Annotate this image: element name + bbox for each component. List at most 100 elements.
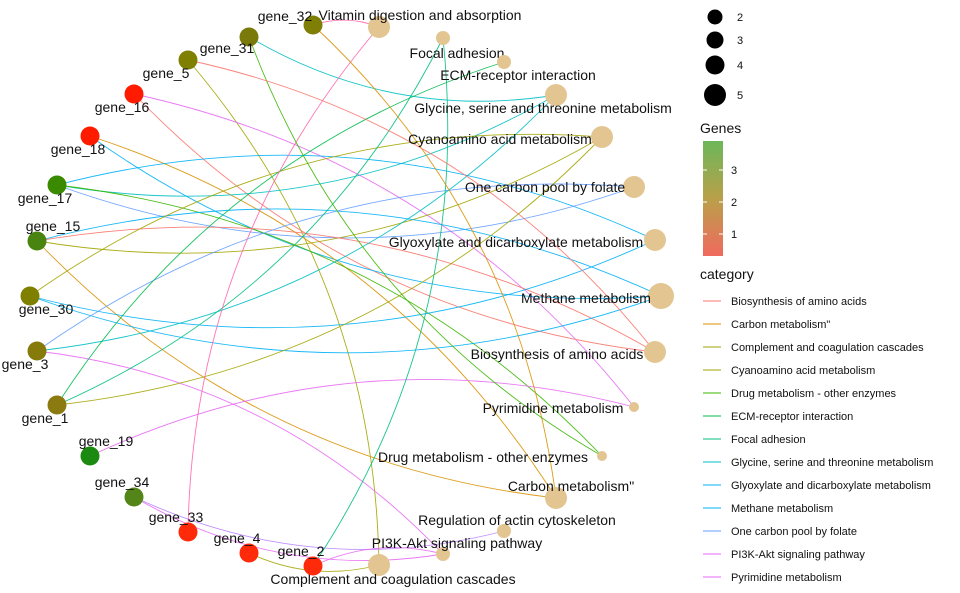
gene-node-gene_5[interactable] [178,50,198,70]
gene-node-gene_2[interactable] [303,556,323,576]
gene-node-gene_15[interactable] [27,231,47,251]
edge-gene_3-gly [36,94,557,352]
edge-gene_18-carb [89,135,557,499]
gene-node-gene_30[interactable] [20,286,40,306]
category-legend-label: Glycine, serine and threonine metabolism [731,457,933,469]
category-label-drug: Drug metabolism - other enzymes [378,449,588,465]
category-legend-label: Pyrimidine metabolism [731,572,842,584]
edge-gene_34-reg [133,496,505,550]
category-node-glyox[interactable] [644,229,666,251]
category-legend-label: Cyanoamino acid metabolism [731,365,875,377]
category-legend-label: Glyoxylate and dicarboxylate metabolism [731,480,931,492]
edge-gene_17-onec [56,184,635,239]
size-legend-dot [707,9,723,25]
edge-gene_17-gly [56,94,557,197]
category-legend-label: One carbon pool by folate [731,526,857,538]
edge-gene_15-bio [36,226,656,353]
edge-gene_2-focal [312,37,449,567]
category-node-pyr[interactable] [629,402,639,412]
gene-node-gene_33[interactable] [178,522,198,542]
gene-label-gene_4: gene_4 [214,530,261,546]
category-label-ecm: ECM-receptor interaction [440,67,596,83]
category-label-carb: Carbon metabolism" [508,478,634,494]
category-label-pi3k: PI3K-Akt signaling pathway [372,535,542,551]
gene-node-gene_16[interactable] [124,84,144,104]
category-node-vit[interactable] [368,16,390,38]
category-node-meth[interactable] [648,283,674,309]
size-legend-value: 2 [737,12,743,24]
edge-gene_15-cyano [36,136,603,254]
category-legend-items: Biosynthesis of amino acids Carbon metabo… [703,296,933,584]
gene-label-gene_5: gene_5 [143,65,190,81]
edge-gene_5-bio [187,59,656,353]
category-node-drug[interactable] [597,451,607,461]
category-legend-label: Biosynthesis of amino acids [731,296,867,308]
category-node-cyano[interactable] [591,126,613,148]
category-node-onec[interactable] [623,176,645,198]
gene-label-gene_18: gene_18 [51,141,106,157]
edge-gene_2-pi3k [312,547,444,567]
gene-node-gene_19[interactable] [80,446,100,466]
edge-gene_15-carb [36,240,557,499]
category-label-onec: One carbon pool by folate [465,179,626,195]
category-node-focal[interactable] [436,31,450,45]
gene-node-gene_17[interactable] [47,175,67,195]
colorbar-tick-label: 2 [731,197,737,209]
edge-gene_30-meth [29,295,662,354]
category-node-ecm[interactable] [497,55,511,69]
edge-gene_1-cyano [56,136,603,406]
gene-label-gene_34: gene_34 [95,474,150,490]
edge-gene_15-meth [36,208,662,297]
gene-node-gene_32[interactable] [303,15,323,35]
category-node-comp[interactable] [368,554,390,576]
gene-label-gene_31: gene_31 [200,40,255,56]
edge-gene_3-pi3k [36,350,444,555]
edge-gene_3-onec [36,183,635,352]
category-node-reg[interactable] [497,524,511,538]
category-node-bio[interactable] [644,341,666,363]
colorbar-tick-label: 3 [731,165,737,177]
category-label-glyox: Glyoxylate and dicarboxylate metabolism [389,234,643,250]
gene-label-gene_1: gene_1 [22,410,69,426]
category-node-pi3k[interactable] [436,547,450,561]
gene-label-gene_32: gene_32 [258,8,313,24]
edge-gene_19-pyr [89,379,635,457]
size-legend-dot [705,55,725,75]
gene-label-gene_16: gene_16 [95,99,150,115]
category-node-gly[interactable] [545,84,567,106]
category-node-carb[interactable] [545,487,567,509]
category-label-focal: Focal adhesion [410,45,505,61]
gene-label-gene_2: gene_2 [278,543,325,559]
size-legend-value: 5 [737,90,743,102]
edge-gene_16-pyr [133,93,635,408]
gene-label-gene_19: gene_19 [79,433,134,449]
gene-node-gene_1[interactable] [47,395,67,415]
gene-node-gene_34[interactable] [124,487,144,507]
gene-node-gene_4[interactable] [239,543,259,563]
gene-node-gene_18[interactable] [80,126,100,146]
category-legend-label: Methane metabolism [731,503,833,515]
category-legend-label: ECM-receptor interaction [731,411,853,423]
edge-gene_34-pi3k [133,496,444,562]
category-label-gly: Glycine, serine and threonine metabolism [414,100,672,116]
edge-gene_17-drug [56,184,603,457]
category-legend-label: Drug metabolism - other enzymes [731,388,897,400]
size-legend-dot [706,31,724,49]
edge-gene_1-ecm [56,61,505,406]
edge-gene_30-glyox [29,239,656,329]
category-legend-label: Focal adhesion [731,434,806,446]
category-legend-label: PI3K-Akt signaling pathway [731,549,865,561]
gene-label-gene_17: gene_17 [18,190,73,206]
edge-gene_31-gly [248,36,557,102]
legend: 2 3 4 5 Genes 3 2 1 category Biosynthesis of … [700,9,933,584]
edge-gene_33-vit [187,26,380,533]
gene-label-gene_15: gene_15 [26,218,81,234]
gene-node-gene_31[interactable] [239,27,259,47]
gene-node-gene_3[interactable] [27,341,47,361]
gene-label-gene_33: gene_33 [149,509,204,525]
category-label-meth: Methane metabolism [521,290,651,306]
gene-label-gene_3: gene_3 [2,356,49,372]
size-legend: 2 3 4 5 [704,9,743,106]
edge-gene_32-carb [312,24,557,499]
